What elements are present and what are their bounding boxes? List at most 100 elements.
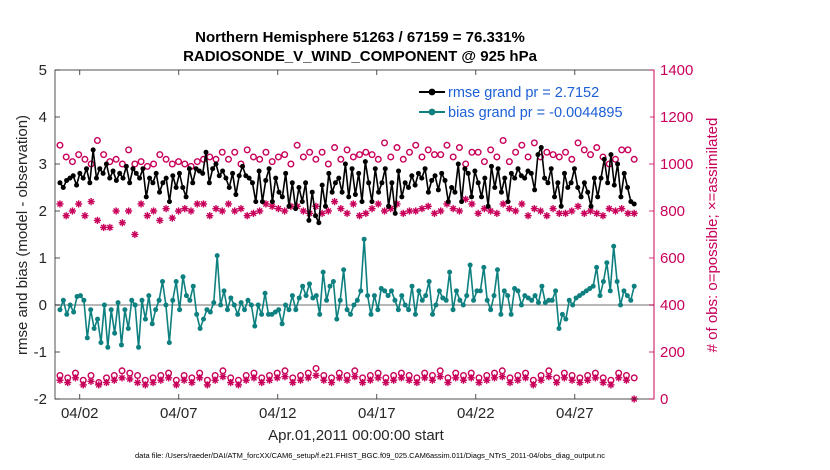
obs-assimilated-lower-stroke	[64, 379, 71, 386]
bias-series-point	[101, 302, 107, 308]
obs-assimilated-lower-point	[95, 381, 103, 389]
rmse-series-point	[143, 194, 149, 200]
x-tick-label: 04/12	[259, 405, 297, 422]
obs-possible-925-point	[156, 151, 164, 159]
obs-possible-925-point	[530, 139, 538, 147]
bias-series-point	[218, 302, 224, 308]
obs-possible-925-point	[449, 153, 457, 161]
bias-series-point	[122, 307, 128, 313]
obs-assimilated-925-point	[143, 212, 151, 220]
rmse-series-point	[508, 170, 514, 176]
bias-series-point	[436, 288, 442, 294]
bias-series-point	[252, 323, 258, 329]
obs-possible-925-point	[624, 146, 632, 154]
rmse-series-point	[422, 166, 428, 172]
obs-assimilated-925-point	[493, 209, 501, 217]
bias-series-point	[324, 297, 330, 303]
obs-possible-925-point	[562, 148, 570, 156]
obs-assimilated-lower-point	[211, 376, 219, 384]
obs-assimilated-925-stroke	[506, 205, 513, 212]
obs-assimilated-lower-stroke	[56, 377, 63, 384]
bias-series-point	[477, 288, 483, 294]
bias-series-point	[245, 297, 251, 303]
obs-assimilated-925-stroke	[231, 207, 238, 215]
rmse-series-point	[319, 182, 325, 188]
obs-assimilated-lower-stroke	[344, 377, 351, 384]
obs-assimilated-lower-point	[335, 374, 343, 382]
bias-series-point	[389, 288, 395, 294]
obs-assimilated-925-stroke	[175, 207, 182, 215]
rmse-series-point	[176, 170, 182, 176]
bias-series-point	[621, 288, 627, 294]
bias-series-point	[105, 344, 111, 350]
rmse-series-point	[409, 173, 415, 179]
rmse-series-point	[153, 170, 159, 176]
bias-series-point	[484, 297, 490, 303]
obs-possible-925-point	[131, 160, 139, 168]
bias-series-point	[399, 293, 405, 299]
rmse-series-point	[532, 187, 538, 193]
obs-assimilated-925-stroke	[106, 224, 113, 231]
obs-assimilated-925-stroke	[631, 210, 638, 217]
bias-series-point	[300, 283, 306, 289]
rmse-series-point	[276, 189, 282, 195]
obs-possible-925-point	[100, 151, 108, 159]
bias-series-point	[77, 293, 83, 299]
obs-assimilated-925-point	[62, 212, 70, 220]
obs-assimilated-925-point	[224, 200, 233, 208]
obs-possible-925-point	[243, 146, 251, 154]
obs-assimilated-lower-stroke	[165, 374, 172, 381]
rmse-series-point	[475, 180, 481, 186]
obs-assimilated-925-stroke	[612, 207, 619, 215]
obs-assimilated-925-stroke	[194, 200, 201, 207]
bias-series-point	[491, 293, 497, 299]
obs-assimilated-925-point	[181, 205, 189, 213]
bias-series-point	[283, 302, 289, 308]
rmse-series-point	[332, 180, 338, 186]
y-left-tick-label: 4	[39, 109, 47, 126]
bias-series-point	[136, 344, 142, 350]
obs-assimilated-lower-point	[87, 377, 95, 385]
obs-assimilated-lower-point	[444, 378, 452, 387]
obs-possible-925-point	[568, 155, 576, 163]
obs-assimilated-925-stroke	[575, 203, 582, 210]
obs-possible-925-point	[574, 139, 582, 147]
rmse-series-point	[472, 168, 478, 174]
y-axis-right-label: # of obs: o=possible; ×=assimilated	[704, 118, 721, 353]
bias-series-point	[406, 307, 412, 313]
obs-assimilated-925-point	[349, 200, 357, 208]
obs-possible-925-point	[356, 151, 364, 159]
legend: rmse grand pr = 2.7152 bias grand pr = -…	[413, 75, 650, 122]
y-right-tick-label: 600	[660, 250, 685, 267]
obs-possible-925-point	[306, 148, 314, 156]
obs-assimilated-lower-point	[281, 373, 289, 381]
bias-series-point	[149, 321, 155, 327]
obs-assimilated-925-stroke	[512, 207, 519, 215]
obs-assimilated-lower-point	[529, 381, 537, 389]
obs-assimilated-925-point	[330, 198, 339, 206]
obs-assimilated-925-point	[530, 205, 538, 213]
obs-assimilated-925-stroke	[225, 200, 232, 207]
rmse-series-point	[399, 194, 405, 200]
rmse-series-point	[249, 180, 255, 186]
rmse-series-point	[528, 170, 534, 176]
bias-series-point	[190, 283, 196, 289]
x-tick-label: 04/27	[556, 405, 594, 422]
rmse-series-point	[166, 199, 172, 205]
rmse-series-point	[445, 199, 451, 205]
obs-possible-925-point	[68, 158, 76, 166]
obs-assimilated-lower-point	[56, 376, 64, 384]
obs-assimilated-lower-point	[405, 376, 413, 384]
rmse-series-point	[253, 199, 259, 205]
bias-series-point	[337, 297, 343, 303]
obs-possible-925-point	[524, 153, 532, 161]
rmse-series-point	[107, 175, 113, 181]
rmse-series-point	[173, 185, 179, 190]
rmse-series-point	[538, 145, 544, 151]
obs-assimilated-925-stroke	[618, 205, 625, 212]
bias-series-point	[255, 302, 261, 308]
obs-assimilated-925-point	[231, 207, 239, 215]
obs-assimilated-lower-stroke	[522, 374, 529, 381]
obs-assimilated-lower-point	[591, 374, 599, 382]
bias-series-point	[242, 307, 248, 313]
